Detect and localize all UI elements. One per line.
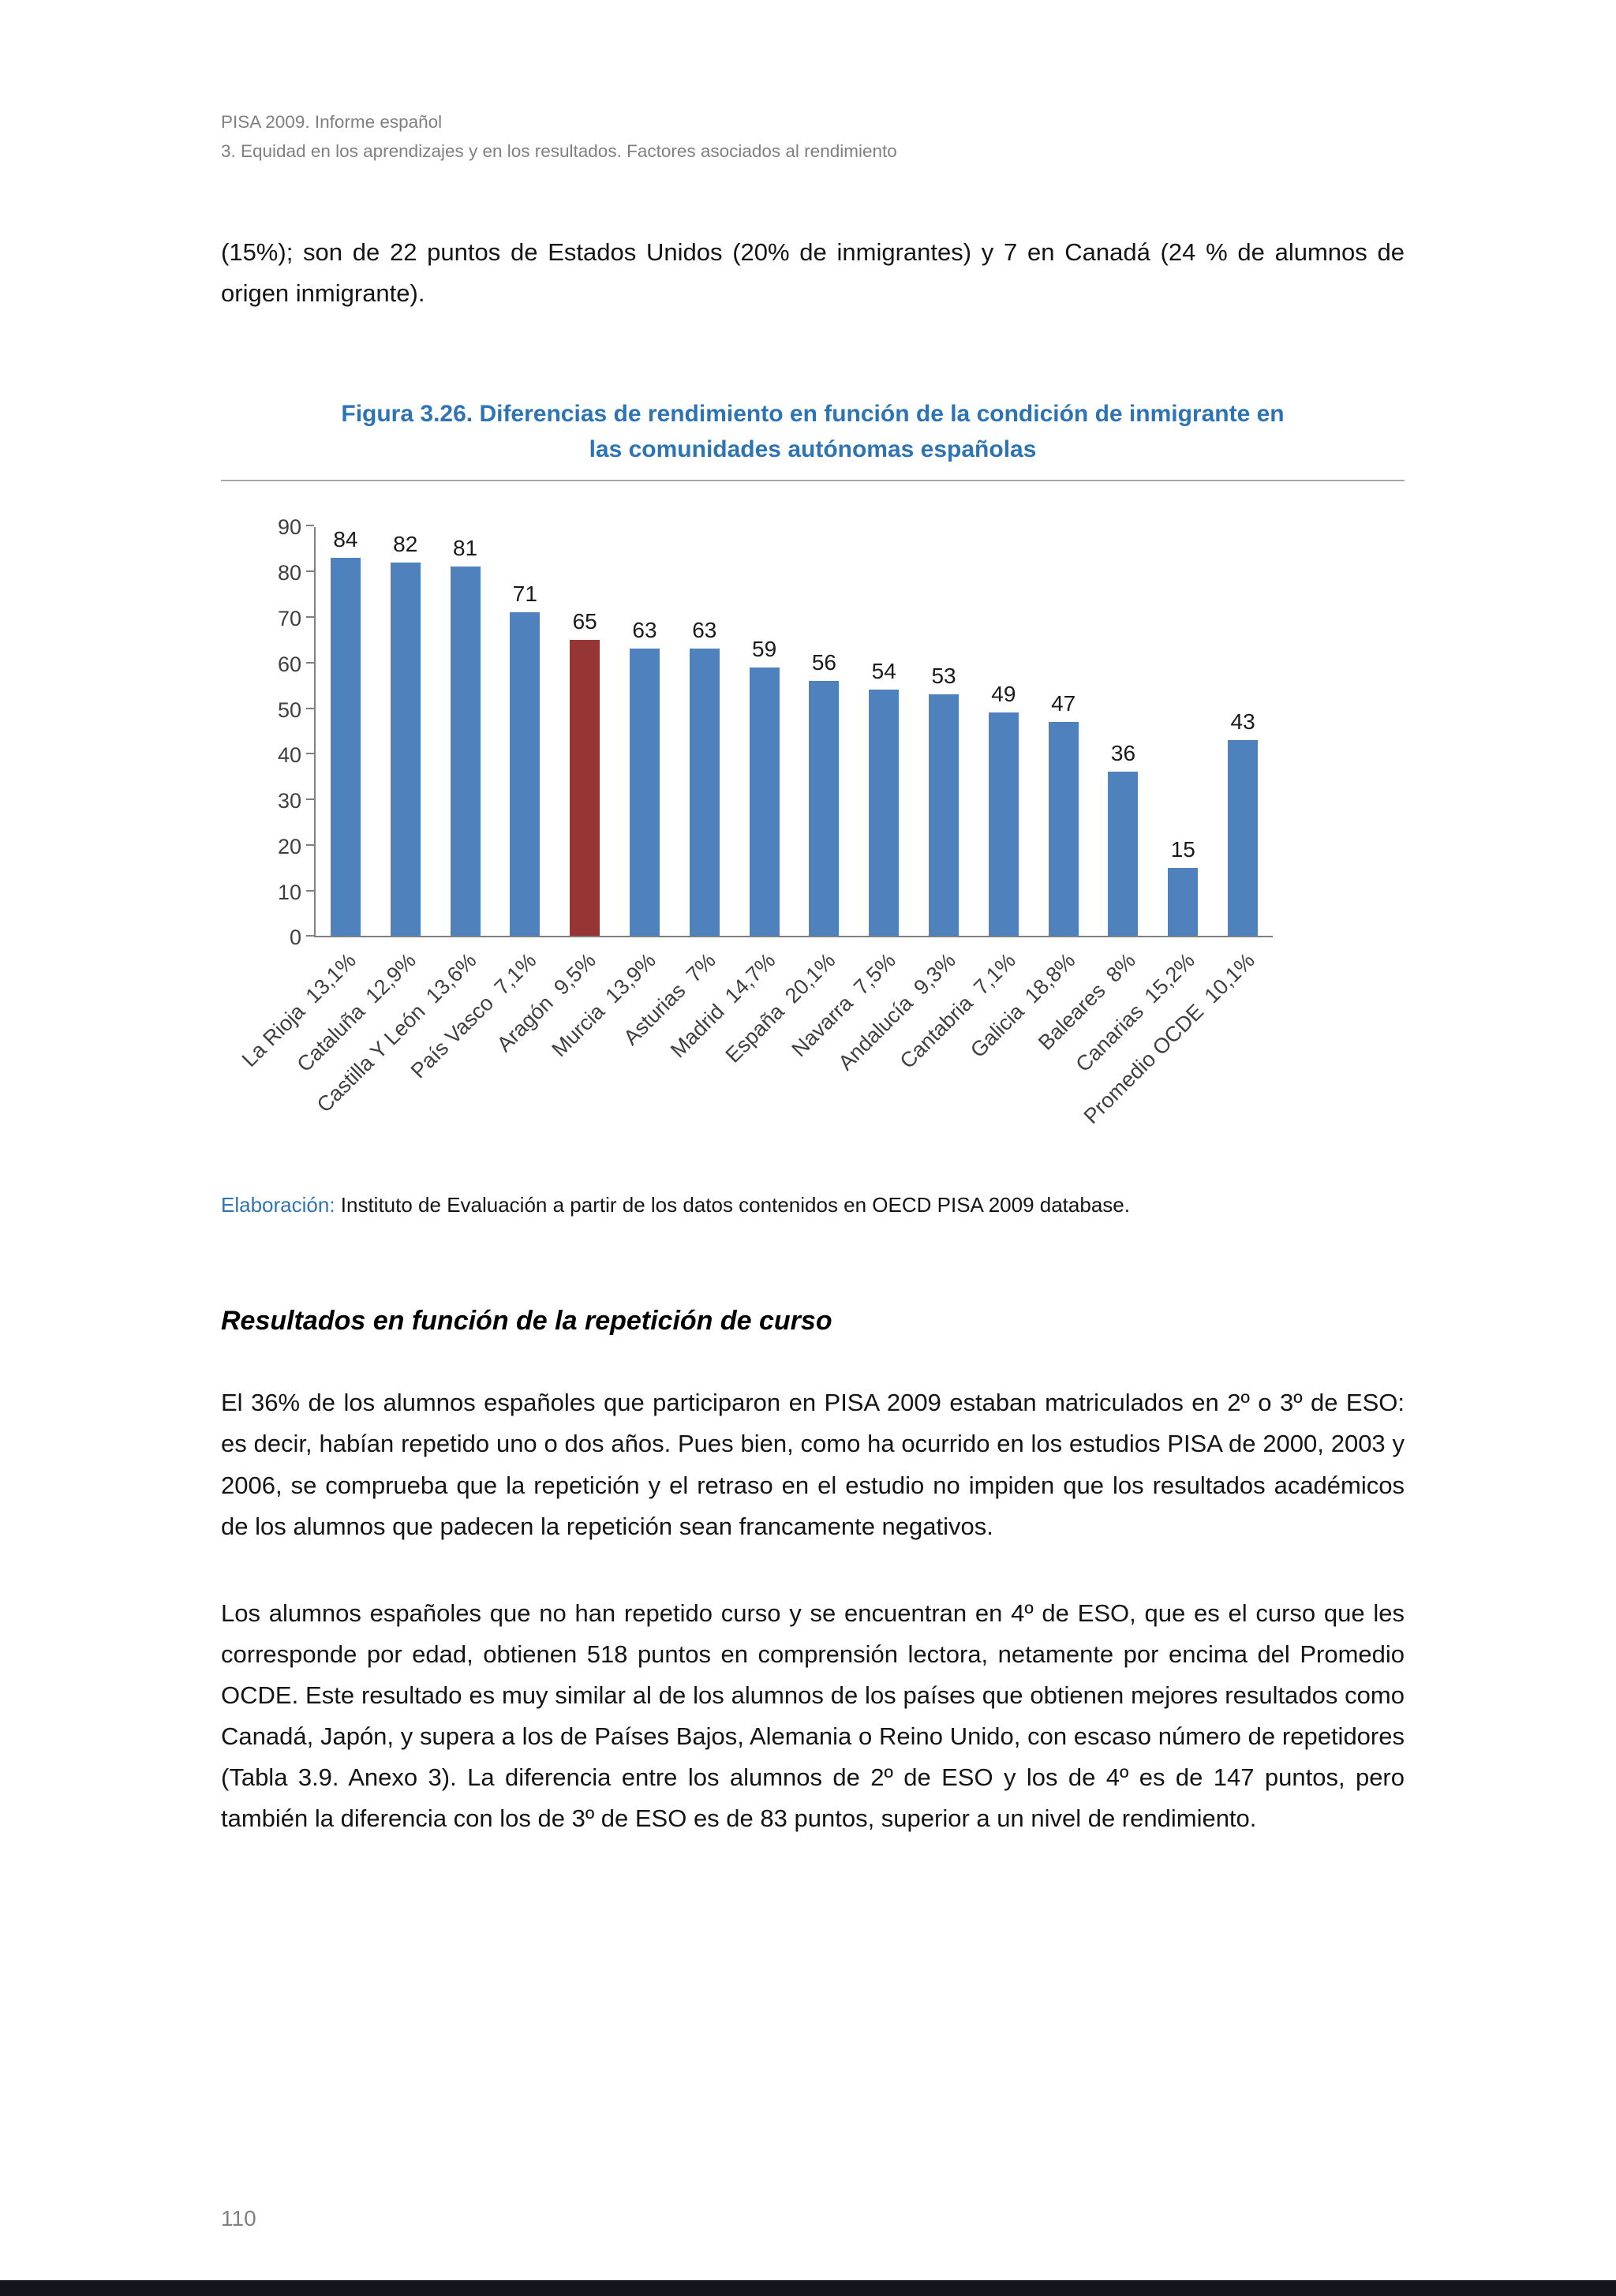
bar	[869, 690, 900, 937]
bar	[450, 567, 481, 937]
bar	[570, 639, 600, 937]
body-paragraph-1: El 36% de los alumnos españoles que part…	[221, 1389, 1405, 1540]
y-axis-label: 0	[289, 926, 301, 950]
bar-column: 81	[436, 527, 496, 937]
bar	[510, 612, 541, 937]
bar-value-label: 65	[572, 608, 597, 634]
intro-paragraph: (15%); son de 22 puntos de Estados Unido…	[221, 238, 1405, 308]
bar	[809, 680, 840, 937]
bar-column: 43	[1213, 527, 1273, 937]
bar	[988, 712, 1019, 937]
bar-column: 49	[974, 527, 1034, 937]
y-axis-tick	[306, 889, 314, 892]
y-axis-tick	[306, 615, 314, 618]
figure-title: Figura 3.26. Diferencias de rendimiento …	[221, 396, 1405, 467]
y-axis-label: 20	[277, 834, 301, 858]
bar-value-label: 36	[1110, 741, 1136, 766]
y-axis-label: 90	[277, 515, 301, 540]
bar-value-label: 15	[1170, 836, 1195, 862]
page-bottom-edge	[0, 2280, 1616, 2296]
y-axis-label: 80	[277, 561, 301, 585]
bar-value-label: 43	[1230, 709, 1255, 734]
bar	[629, 649, 660, 937]
bar-column: 36	[1094, 527, 1154, 937]
y-axis-label: 60	[277, 652, 301, 676]
x-axis-label-cell: Promedio OCDE 10,1%	[1079, 937, 1273, 1136]
y-axis-label: 30	[277, 789, 301, 813]
bar-column: 63	[615, 527, 675, 937]
bar-column: 15	[1153, 527, 1213, 937]
y-axis-label: 70	[277, 606, 301, 630]
body-paragraph-2: Los alumnos españoles que no han repetid…	[221, 1599, 1405, 1833]
figure-title-line1: Figura 3.26. Diferencias de rendimiento …	[341, 401, 1285, 428]
y-axis-tick	[306, 843, 314, 846]
bar-value-label: 54	[871, 659, 896, 684]
bar-column: 71	[495, 527, 555, 937]
figure-source-text: Instituto de Evaluación a partir de los …	[335, 1193, 1130, 1217]
y-axis-label: 50	[277, 697, 301, 722]
bar-value-label: 82	[393, 531, 418, 556]
y-axis-tick	[306, 935, 314, 937]
bar-column: 56	[795, 527, 855, 937]
section-heading: Resultados en función de la repetición d…	[221, 1306, 832, 1337]
bar-column: 65	[555, 527, 615, 937]
y-axis-tick	[306, 570, 314, 573]
header-report-title: PISA 2009. Informe español	[221, 112, 443, 132]
bar-chart: 0 10 20 30 40 50 60 70 80 90 84 82 81 71 65 63 63 59 56 54…	[221, 515, 1405, 1136]
bar	[1108, 772, 1139, 937]
bar	[330, 558, 361, 937]
figure-source: Elaboración: Instituto de Evaluación a p…	[221, 1193, 1405, 1217]
page-number: 110	[221, 2206, 256, 2231]
bar	[1168, 867, 1199, 937]
figure-title-line2: las comunidades autónomas españolas	[589, 436, 1037, 463]
bar-value-label: 56	[811, 649, 836, 675]
bar-value-label: 81	[452, 536, 478, 561]
header-chapter-title: 3. Equidad en los aprendizajes y en los …	[221, 141, 897, 162]
x-axis-labels: La Rioja 13,1% Cataluña 12,9% Castilla Y L…	[238, 937, 1273, 1136]
bar-value-label: 63	[692, 618, 717, 643]
y-axis-label: 10	[277, 880, 301, 904]
y-axis-tick	[306, 753, 314, 755]
bar-column: 63	[675, 527, 735, 937]
bar-value-label: 63	[632, 618, 657, 643]
bar-value-label: 53	[931, 664, 956, 689]
bar-column: 84	[316, 527, 376, 937]
bar-value-label: 71	[512, 581, 537, 607]
bar-column: 47	[1034, 527, 1094, 937]
figure-source-label: Elaboración:	[221, 1193, 335, 1217]
bar-value-label: 59	[752, 636, 777, 661]
bar	[390, 562, 421, 937]
y-axis-tick	[306, 661, 314, 664]
bar-value-label: 49	[991, 682, 1016, 707]
bar-column: 82	[376, 527, 436, 937]
bar	[1048, 721, 1079, 937]
bar-column: 53	[914, 527, 974, 937]
bar	[929, 694, 960, 937]
bar-column: 59	[735, 527, 795, 937]
page-header: PISA 2009. Informe español 3. Equidad en…	[221, 0, 1405, 166]
bar	[749, 667, 780, 937]
y-axis-label: 40	[277, 743, 301, 768]
bar-value-label: 84	[333, 527, 358, 552]
bar	[1228, 739, 1259, 937]
plot-area: 84 82 81 71 65 63 63 59 56 54 53 49 47 36 15 43	[306, 525, 1273, 938]
bars-row: 84 82 81 71 65 63 63 59 56 54 53 49 47 36 15 43	[316, 527, 1273, 937]
y-axis-tick	[306, 525, 314, 527]
bar-value-label: 47	[1051, 690, 1076, 716]
y-axis-tick	[306, 798, 314, 801]
y-axis-tick	[306, 707, 314, 709]
figure-title-divider	[221, 480, 1405, 482]
bar	[689, 649, 720, 937]
bar-column: 54	[854, 527, 914, 937]
y-axis: 0 10 20 30 40 50 60 70 80 90	[221, 515, 314, 949]
